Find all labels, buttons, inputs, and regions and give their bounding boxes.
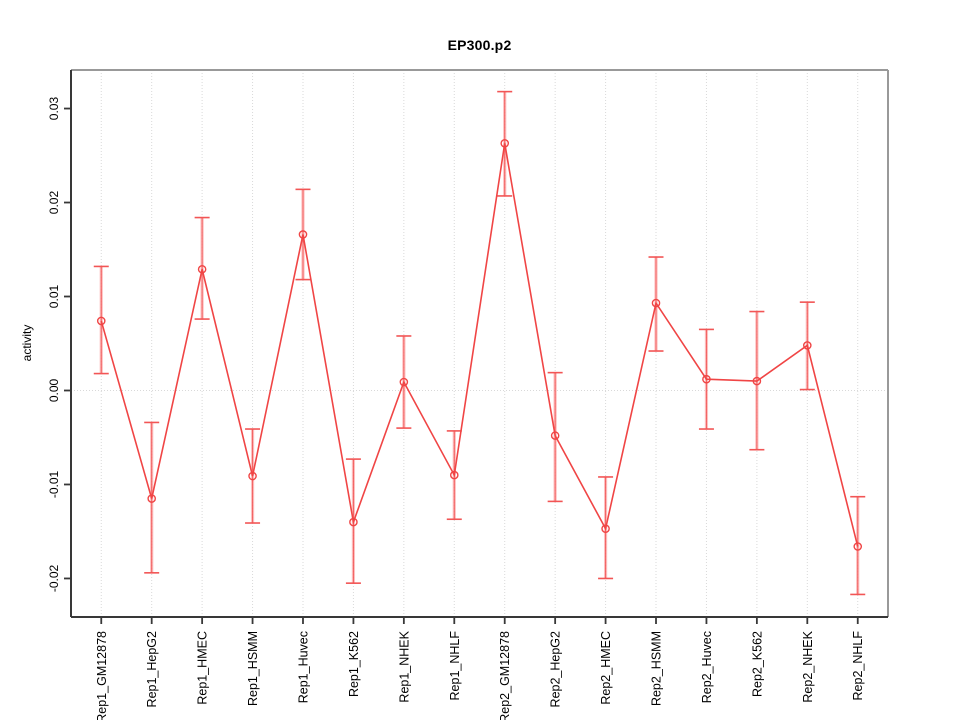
data-point	[601, 524, 610, 533]
x-tick-label: Rep2_HepG2	[549, 631, 563, 707]
x-tick-label: Rep2_NHEK	[801, 630, 815, 702]
y-tick-label: 0.03	[47, 97, 61, 121]
x-tick-label: Rep2_K562	[750, 631, 764, 697]
y-tick-label: 0.01	[47, 285, 61, 309]
data-point	[853, 542, 863, 551]
data-point	[197, 264, 207, 274]
x-tick-label: Rep1_GM12878	[95, 631, 109, 720]
x-tick-label: Rep2_HMEC	[599, 631, 613, 705]
x-tick-label: Rep1_HepG2	[145, 631, 159, 707]
x-tick-label: Rep1_NHLF	[448, 631, 462, 701]
y-tick-label: 0.02	[47, 191, 61, 215]
x-tick-label: Rep2_Huvec	[700, 631, 714, 703]
data-point	[298, 230, 308, 239]
x-tick-label: Rep2_HSMM	[650, 631, 664, 706]
x-tick-label: Rep1_HMEC	[196, 631, 210, 705]
data-point	[500, 139, 510, 148]
y-tick-label: 0.00	[47, 378, 61, 402]
x-tick-label: Rep1_Huvec	[296, 631, 310, 703]
data-point	[147, 494, 156, 503]
y-tick-label: -0.02	[47, 564, 61, 592]
data-point	[803, 341, 812, 350]
data-point	[248, 471, 257, 481]
data-point	[752, 376, 762, 386]
y-tick-label: -0.01	[47, 470, 61, 498]
data-point	[651, 298, 661, 308]
chart-title: EP300.p2	[447, 37, 512, 53]
x-tick-label: Rep2_GM12878	[498, 631, 512, 720]
x-tick-label: Rep1_NHEK	[397, 630, 411, 702]
x-tick-label: Rep1_HSMM	[246, 631, 260, 706]
data-point	[550, 431, 560, 440]
data-point	[399, 377, 409, 387]
data-point	[349, 517, 358, 527]
data-point	[96, 316, 106, 326]
x-tick-label: Rep2_NHLF	[851, 631, 865, 701]
x-tick-label: Rep1_K562	[347, 631, 361, 697]
data-point	[449, 470, 459, 480]
series-line	[100, 143, 859, 547]
data-point	[702, 374, 711, 384]
